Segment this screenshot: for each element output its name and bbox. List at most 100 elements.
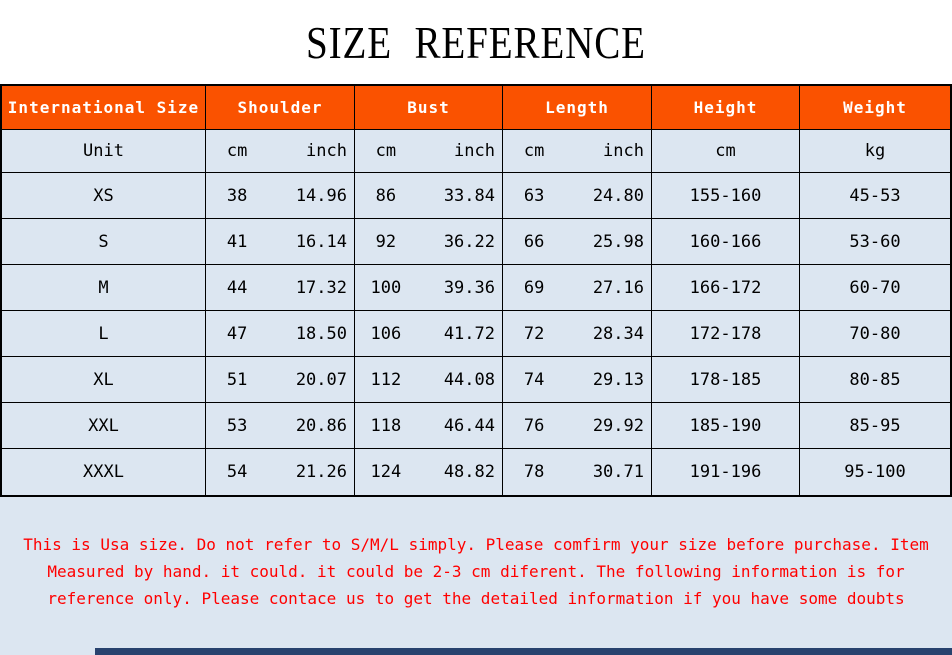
weight-value: 53-60	[800, 219, 950, 265]
bust-cm-value: 118	[370, 415, 402, 436]
header-bust: Bust	[355, 86, 503, 130]
table-row-xxxl: XXXL 54 21.26 124 48.82 78 30.71 191-196…	[2, 449, 950, 495]
length-cm-value: 69	[523, 277, 545, 298]
size-label: XL	[2, 357, 206, 403]
length-cell: 63 24.80	[503, 173, 652, 219]
disclaimer-line: This is Usa size. Do not refer to S/M/L …	[23, 535, 929, 554]
length-cm-value: 78	[523, 462, 545, 482]
shoulder-cell: 51 20.07	[206, 357, 355, 403]
disclaimer-line: Measured by hand. it could. it could be …	[47, 562, 905, 581]
unit-length-cm: cm	[523, 141, 545, 161]
bust-inch-value: 48.82	[443, 462, 495, 482]
shoulder-inch-value: 20.86	[295, 415, 347, 436]
height-value: 185-190	[652, 403, 800, 449]
length-cm-value: 63	[523, 185, 545, 206]
unit-length-cell: cm inch	[503, 130, 652, 173]
table-row-s: S 41 16.14 92 36.22 66 25.98 160-166 53-…	[2, 219, 950, 265]
bust-cell: 112 44.08	[355, 357, 503, 403]
unit-shoulder-cm: cm	[226, 141, 248, 161]
length-inch-value: 25.98	[592, 231, 644, 252]
bust-cm-value: 112	[370, 369, 402, 390]
length-cell: 74 29.13	[503, 357, 652, 403]
shoulder-cell: 38 14.96	[206, 173, 355, 219]
length-inch-value: 30.71	[592, 462, 644, 482]
unit-bust-cell: cm inch	[355, 130, 503, 173]
bust-cm-value: 106	[370, 323, 402, 344]
length-cell: 69 27.16	[503, 265, 652, 311]
disclaimer-note: This is Usa size. Do not refer to S/M/L …	[0, 531, 952, 612]
length-cm-value: 66	[523, 231, 545, 252]
unit-row: Unit cm inch cm inch cm inch cm kg	[2, 130, 950, 173]
bust-cm-value: 86	[375, 185, 397, 206]
length-cm-value: 72	[523, 323, 545, 344]
unit-bust-inch: inch	[454, 141, 495, 161]
length-cell: 66 25.98	[503, 219, 652, 265]
size-reference-table: International Size Shoulder Bust Length …	[0, 84, 952, 497]
length-inch-value: 28.34	[592, 323, 644, 344]
height-value: 155-160	[652, 173, 800, 219]
unit-shoulder-inch: inch	[306, 141, 347, 161]
table-row-m: M 44 17.32 100 39.36 69 27.16 166-172 60…	[2, 265, 950, 311]
shoulder-inch-value: 14.96	[295, 185, 347, 206]
shoulder-cm-value: 44	[226, 277, 248, 298]
height-value: 178-185	[652, 357, 800, 403]
bust-cm-value: 92	[375, 231, 397, 252]
length-inch-value: 24.80	[592, 185, 644, 206]
table-row-xs: XS 38 14.96 86 33.84 63 24.80 155-160 45…	[2, 173, 950, 219]
disclaimer-line: reference only. Please contace us to get…	[47, 589, 905, 608]
weight-value: 95-100	[844, 462, 906, 482]
table-row-l: L 47 18.50 106 41.72 72 28.34 172-178 70…	[2, 311, 950, 357]
length-inch-value: 29.92	[592, 415, 644, 436]
header-height: Height	[652, 86, 800, 130]
table-row-xl: XL 51 20.07 112 44.08 74 29.13 178-185 8…	[2, 357, 950, 403]
shoulder-cell: 53 20.86	[206, 403, 355, 449]
weight-value: 85-95	[800, 403, 950, 449]
weight-value: 80-85	[800, 357, 950, 403]
shoulder-cm-value: 53	[226, 415, 248, 436]
weight-value: 45-53	[800, 173, 950, 219]
weight-value: 70-80	[800, 311, 950, 357]
bust-inch-value: 33.84	[443, 185, 495, 206]
bust-cell: 92 36.22	[355, 219, 503, 265]
height-value: 160-166	[652, 219, 800, 265]
shoulder-inch-value: 20.07	[295, 369, 347, 390]
bust-inch-value: 41.72	[443, 323, 495, 344]
size-label: XXXL	[2, 449, 206, 495]
bust-cm-value: 100	[370, 277, 402, 298]
bust-inch-value: 46.44	[443, 415, 495, 436]
bust-cell: 100 39.36	[355, 265, 503, 311]
weight-value: 60-70	[800, 265, 950, 311]
table-header-row: International Size Shoulder Bust Length …	[2, 86, 950, 130]
shoulder-cm-value: 47	[226, 323, 248, 344]
size-label: S	[2, 219, 206, 265]
shoulder-cell: 41 16.14	[206, 219, 355, 265]
shoulder-cm-value: 41	[226, 231, 248, 252]
page-title: SIZE REFERENCE	[306, 16, 646, 68]
unit-label: Unit	[2, 130, 206, 173]
height-value: 191-196	[652, 449, 800, 495]
height-value: 172-178	[652, 311, 800, 357]
length-cm-value: 74	[523, 369, 545, 390]
shoulder-inch-value: 18.50	[295, 323, 347, 344]
table-row-xxl: XXL 53 20.86 118 46.44 76 29.92 185-190 …	[2, 403, 950, 449]
shoulder-cm-value: 54	[226, 462, 248, 482]
bust-cell: 106 41.72	[355, 311, 503, 357]
unit-weight: kg	[800, 130, 950, 173]
unit-length-inch: inch	[603, 141, 644, 161]
horizontal-scrollbar-thumb[interactable]	[95, 648, 952, 655]
shoulder-inch-value: 16.14	[295, 231, 347, 252]
length-inch-value: 27.16	[592, 277, 644, 298]
shoulder-cell: 54 21.26	[206, 449, 355, 495]
header-international-size: International Size	[2, 86, 206, 130]
size-label: M	[2, 265, 206, 311]
bust-cell: 118 46.44	[355, 403, 503, 449]
shoulder-inch-value: 17.32	[295, 277, 347, 298]
bust-inch-value: 39.36	[443, 277, 495, 298]
bust-inch-value: 44.08	[443, 369, 495, 390]
unit-height: cm	[652, 130, 800, 173]
size-label: XS	[2, 173, 206, 219]
header-weight: Weight	[800, 86, 950, 130]
length-cell: 78 30.71	[503, 449, 652, 495]
length-inch-value: 29.13	[592, 369, 644, 390]
shoulder-cm-value: 38	[226, 185, 248, 206]
